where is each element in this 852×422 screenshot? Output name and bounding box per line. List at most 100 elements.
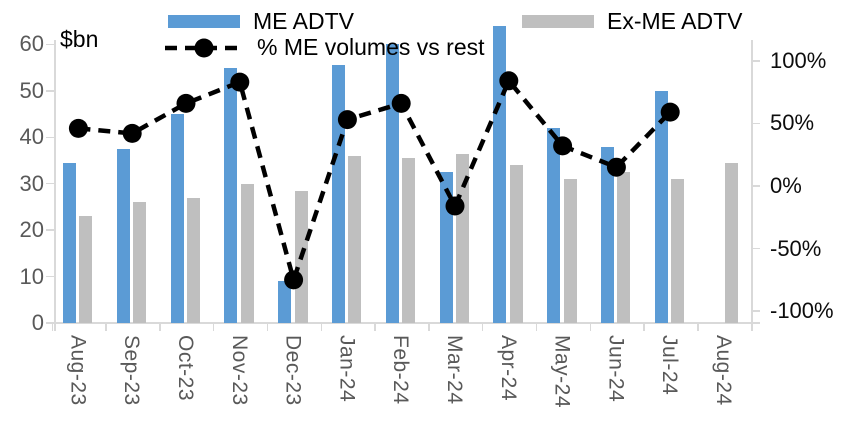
bar-exme-adtv bbox=[240, 183, 254, 323]
left-axis-tick bbox=[46, 229, 54, 231]
category-label: Sep-23 bbox=[120, 335, 144, 406]
dashed-line-marker-icon bbox=[165, 38, 243, 57]
bar-exme-adtv bbox=[402, 158, 416, 323]
x-axis-tick bbox=[481, 323, 484, 331]
category-label: May-24 bbox=[550, 335, 574, 409]
bar-me-adtv bbox=[654, 90, 668, 323]
left-axis-tick-label: 10 bbox=[19, 263, 44, 289]
bar-exme-adtv bbox=[671, 179, 685, 323]
x-axis-tick bbox=[643, 323, 645, 331]
bar-exme-adtv bbox=[509, 165, 523, 323]
category-label: Dec-23 bbox=[281, 335, 305, 406]
bar-exme-adtv bbox=[725, 162, 738, 323]
exme-adtv-swatch-icon bbox=[522, 15, 594, 28]
left-axis-tick bbox=[46, 136, 54, 138]
line-marker bbox=[391, 93, 411, 113]
right-axis-tick-label: -50% bbox=[770, 235, 822, 261]
bar-me-adtv bbox=[62, 162, 76, 323]
legend-item-me-adtv: ME ADTV bbox=[168, 8, 354, 35]
legend-label: % ME volumes vs rest bbox=[257, 34, 485, 60]
bar-exme-adtv bbox=[187, 197, 200, 323]
bar-me-adtv bbox=[116, 148, 130, 323]
category-label: Jun-24 bbox=[604, 335, 628, 403]
x-axis-tick bbox=[589, 323, 591, 331]
right-axis-tick-label: 100% bbox=[770, 47, 827, 73]
x-axis-tick bbox=[374, 323, 376, 331]
category-label: Nov-23 bbox=[227, 335, 251, 406]
left-axis-tick-label: 50 bbox=[19, 77, 44, 103]
left-axis-tick-label: 0 bbox=[31, 310, 44, 335]
category-label: Mar-24 bbox=[443, 335, 466, 405]
line-marker bbox=[284, 270, 304, 290]
bar-me-adtv bbox=[170, 114, 184, 323]
bar-me-adtv bbox=[600, 146, 614, 323]
x-axis-tick bbox=[266, 323, 269, 331]
right-axis-tick-label: 0% bbox=[770, 173, 802, 198]
category-label: Aug-23 bbox=[66, 335, 90, 406]
bar-me-adtv bbox=[385, 44, 399, 323]
x-axis-tick bbox=[697, 323, 699, 331]
x-axis-tick bbox=[105, 323, 107, 331]
left-axis-tick-label: 30 bbox=[19, 170, 44, 196]
bar-me-adtv bbox=[224, 67, 238, 323]
left-axis-tick-label: 60 bbox=[19, 31, 44, 57]
category-label: Feb-24 bbox=[389, 335, 413, 405]
bar-me-adtv bbox=[278, 281, 292, 323]
right-axis-tick bbox=[752, 310, 760, 312]
left-axis-tick bbox=[46, 90, 54, 92]
x-axis-tick bbox=[320, 323, 322, 331]
legend-label: ME ADTV bbox=[253, 8, 354, 34]
category-label: Aug-24 bbox=[712, 335, 735, 406]
line-marker bbox=[499, 71, 519, 91]
bar-exme-adtv bbox=[79, 216, 93, 323]
bar-exme-adtv bbox=[617, 172, 631, 323]
category-label: Jan-24 bbox=[335, 335, 359, 403]
x-axis-tick bbox=[428, 323, 430, 331]
left-axis-tick-label: 20 bbox=[19, 217, 44, 243]
right-axis-tick bbox=[752, 185, 760, 187]
left-axis-tick bbox=[46, 322, 54, 324]
right-axis-tick bbox=[752, 122, 760, 125]
legend-item-exme-adtv: Ex-ME ADTV bbox=[522, 8, 742, 35]
right-axis-tick bbox=[752, 60, 760, 62]
left-axis-unit-label: $bn bbox=[60, 26, 99, 52]
x-axis-line bbox=[46, 322, 760, 324]
line-marker bbox=[68, 118, 88, 138]
left-axis-tick bbox=[46, 43, 54, 46]
left-axis-tick bbox=[46, 182, 54, 185]
line-marker bbox=[230, 72, 250, 92]
category-label: Jul-24 bbox=[658, 335, 682, 396]
line-marker bbox=[660, 102, 680, 122]
x-axis-tick bbox=[51, 323, 53, 331]
line-marker bbox=[606, 157, 626, 177]
legend-item-percent-line: % ME volumes vs rest bbox=[164, 34, 485, 61]
bar-exme-adtv bbox=[348, 155, 362, 323]
right-axis-tick-label: 50% bbox=[770, 110, 815, 136]
bar-exme-adtv bbox=[133, 202, 147, 323]
line-marker bbox=[445, 196, 465, 216]
line-marker bbox=[176, 93, 196, 113]
line-marker bbox=[337, 110, 357, 130]
bar-me-adtv bbox=[331, 65, 345, 323]
left-axis-tick-label: 40 bbox=[19, 124, 44, 150]
line-marker bbox=[553, 136, 573, 156]
x-axis-tick bbox=[212, 323, 215, 331]
me-adtv-swatch-icon bbox=[168, 15, 240, 28]
right-axis-tick bbox=[752, 247, 760, 250]
line-marker bbox=[122, 123, 142, 143]
legend-label: Ex-ME ADTV bbox=[607, 8, 743, 34]
bar-exme-adtv bbox=[563, 179, 577, 323]
left-axis-line bbox=[54, 40, 56, 331]
bar-me-adtv bbox=[493, 25, 507, 323]
x-axis-tick bbox=[159, 323, 161, 331]
x-axis-tick bbox=[535, 323, 538, 331]
x-axis-tick bbox=[750, 323, 753, 331]
category-label: Oct-23 bbox=[174, 335, 197, 402]
bar-me-adtv bbox=[547, 127, 561, 323]
percent-line bbox=[78, 76, 672, 288]
right-axis-tick-label: -100% bbox=[770, 298, 834, 324]
category-label: Apr-24 bbox=[496, 335, 520, 402]
left-axis-tick bbox=[46, 275, 54, 278]
